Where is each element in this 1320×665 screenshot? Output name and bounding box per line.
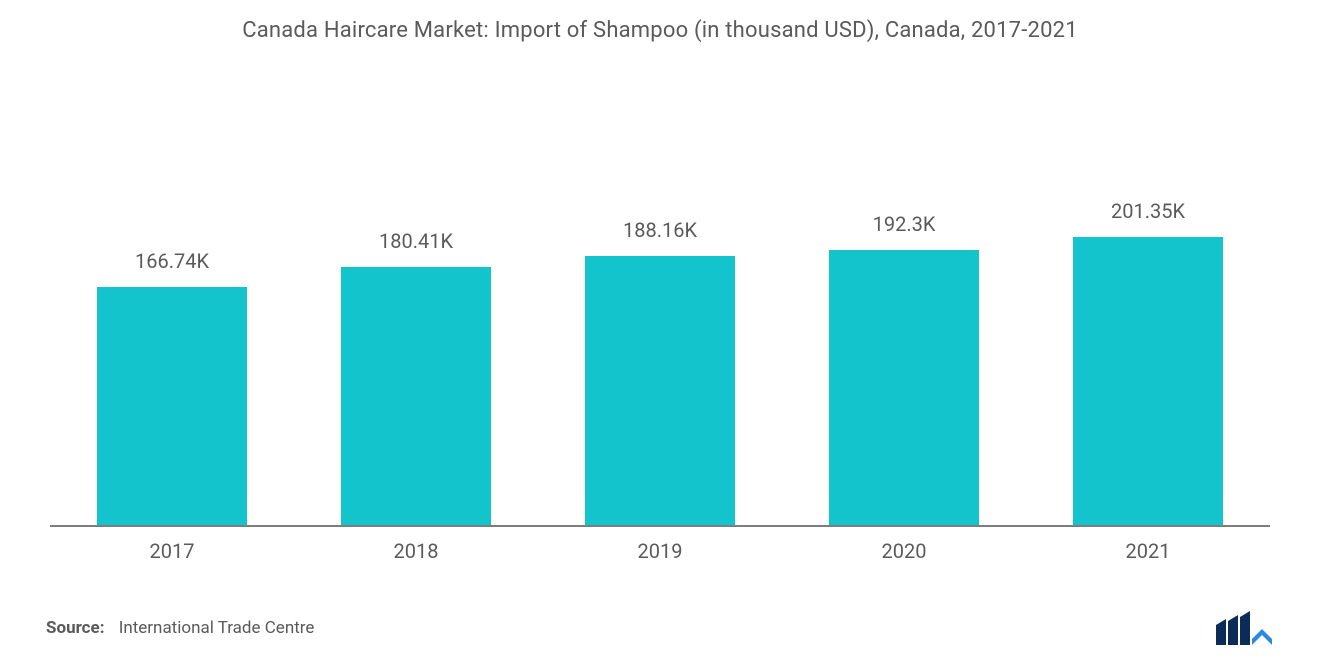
bar (341, 267, 491, 525)
chart-footer: Source: International Trade Centre (40, 611, 1280, 645)
source-citation: Source: International Trade Centre (46, 618, 314, 638)
bar-group: 192.3K (782, 212, 1026, 525)
x-label: 2019 (538, 539, 782, 563)
value-label: 188.16K (623, 218, 697, 242)
x-label: 2020 (782, 539, 1026, 563)
chart-container: Canada Haircare Market: Import of Shampo… (0, 0, 1320, 665)
x-label: 2021 (1026, 539, 1270, 563)
value-label: 201.35K (1111, 199, 1185, 223)
publisher-logo-icon (1214, 611, 1274, 645)
bar (585, 256, 735, 525)
bar-group: 201.35K (1026, 199, 1270, 525)
x-label: 2018 (294, 539, 538, 563)
bar (97, 287, 247, 525)
x-axis-labels: 2017 2018 2019 2020 2021 (40, 527, 1280, 563)
x-label: 2017 (50, 539, 294, 563)
bar (1073, 237, 1223, 525)
bar (829, 250, 979, 525)
value-label: 180.41K (379, 229, 453, 253)
value-label: 166.74K (135, 249, 209, 273)
source-label: Source: (46, 618, 104, 638)
bar-group: 188.16K (538, 218, 782, 525)
bar-group: 180.41K (294, 229, 538, 525)
bar-group: 166.74K (50, 249, 294, 525)
chart-title: Canada Haircare Market: Import of Shampo… (40, 18, 1280, 43)
value-label: 192.3K (873, 212, 936, 236)
plot-area: 166.74K 180.41K 188.16K 192.3K 201.35K (40, 93, 1280, 525)
source-text: International Trade Centre (119, 618, 315, 638)
